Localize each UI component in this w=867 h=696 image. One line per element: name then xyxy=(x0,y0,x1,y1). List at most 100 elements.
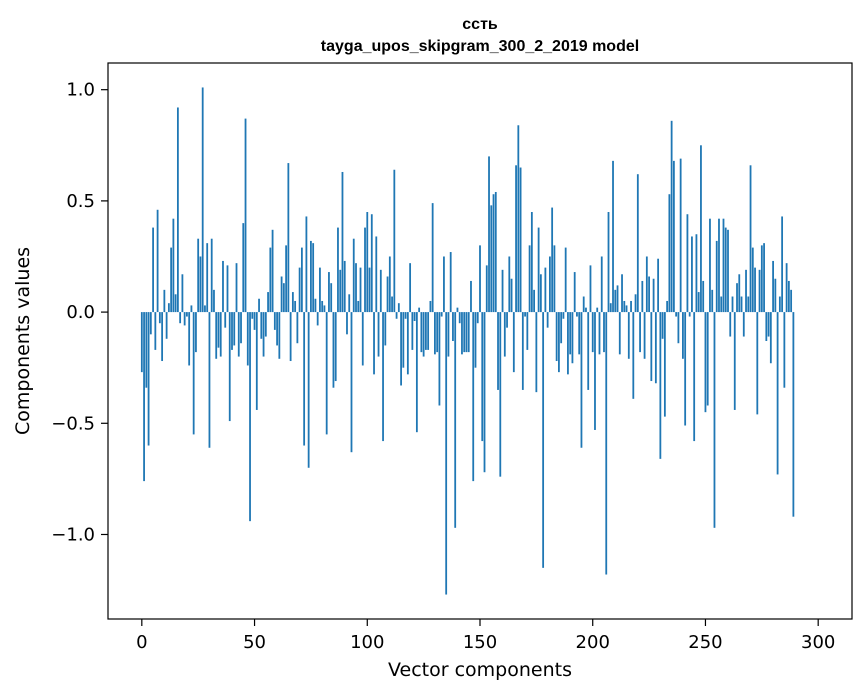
x-tick-label: 100 xyxy=(350,632,384,653)
bar xyxy=(483,312,486,473)
bar xyxy=(339,269,342,313)
y-tick-label: −0.5 xyxy=(51,413,95,434)
bar xyxy=(668,194,671,313)
bar xyxy=(686,214,689,313)
bar xyxy=(571,312,574,364)
bar xyxy=(325,312,328,435)
bar xyxy=(406,312,409,375)
bar xyxy=(237,312,240,357)
bar xyxy=(140,312,143,373)
bar xyxy=(560,312,563,344)
bar xyxy=(393,169,396,313)
bar xyxy=(195,312,197,353)
bar xyxy=(512,312,515,373)
bar xyxy=(197,238,200,313)
bar xyxy=(702,280,705,313)
bar xyxy=(670,120,673,313)
bar xyxy=(596,307,599,313)
bar xyxy=(370,214,373,313)
bar xyxy=(772,260,774,313)
bar xyxy=(454,312,457,528)
bar xyxy=(167,303,170,313)
bar xyxy=(201,87,204,313)
bar xyxy=(418,307,421,313)
bar xyxy=(179,312,182,324)
bar xyxy=(533,289,536,313)
bar xyxy=(576,312,578,317)
bar xyxy=(154,312,157,350)
bar xyxy=(158,312,161,324)
bar xyxy=(733,312,736,410)
bar xyxy=(792,312,795,517)
bar xyxy=(747,296,750,313)
bar xyxy=(663,312,666,417)
bar xyxy=(544,267,547,313)
bar xyxy=(149,312,152,335)
bar xyxy=(558,312,560,373)
bar xyxy=(375,236,378,313)
bar xyxy=(204,305,206,313)
bar xyxy=(307,312,310,468)
bar xyxy=(659,312,662,459)
bar xyxy=(582,296,585,313)
bar xyxy=(409,263,412,313)
bar xyxy=(312,243,315,313)
bar xyxy=(249,312,251,522)
bar xyxy=(742,312,745,337)
bar xyxy=(729,312,732,337)
bar xyxy=(727,229,729,313)
bar xyxy=(343,260,346,313)
bar xyxy=(321,300,324,313)
bar xyxy=(472,312,475,482)
bar xyxy=(706,312,709,406)
bar xyxy=(501,269,504,313)
bar xyxy=(474,312,477,368)
bar xyxy=(675,312,678,317)
bar xyxy=(456,307,459,313)
y-axis-label: Components values xyxy=(12,247,34,435)
bar xyxy=(388,256,391,313)
bar xyxy=(548,256,551,313)
bar xyxy=(461,312,463,355)
x-tick-label: 250 xyxy=(688,632,722,653)
bar xyxy=(625,305,628,313)
bar xyxy=(253,312,256,330)
bar xyxy=(539,274,542,313)
bar xyxy=(300,247,303,313)
bar xyxy=(352,238,355,313)
bar xyxy=(316,312,319,326)
bar xyxy=(682,312,684,359)
bar xyxy=(224,312,227,328)
bar xyxy=(591,312,594,353)
bar xyxy=(231,312,233,350)
bar xyxy=(654,312,657,384)
bar xyxy=(463,312,466,353)
bar xyxy=(616,285,619,313)
bar xyxy=(767,312,770,337)
bar xyxy=(228,312,231,422)
bar xyxy=(199,256,202,313)
x-tick-label: 150 xyxy=(463,632,497,653)
bar xyxy=(391,296,393,313)
bar xyxy=(535,312,538,393)
bar xyxy=(152,227,154,313)
bar xyxy=(328,272,330,313)
bar xyxy=(769,312,772,364)
bar xyxy=(494,191,497,313)
bar xyxy=(492,194,495,313)
bar xyxy=(528,245,531,313)
bar xyxy=(183,312,186,326)
bar xyxy=(319,267,321,313)
bar xyxy=(600,256,603,313)
bar xyxy=(359,267,362,313)
bar xyxy=(587,312,590,390)
bar xyxy=(691,236,693,313)
bar xyxy=(749,165,752,313)
bar xyxy=(282,283,285,313)
bar xyxy=(273,312,276,330)
bar xyxy=(580,312,583,448)
bar xyxy=(578,312,581,355)
bar xyxy=(174,294,177,313)
bar xyxy=(713,312,716,528)
bar xyxy=(760,245,763,313)
